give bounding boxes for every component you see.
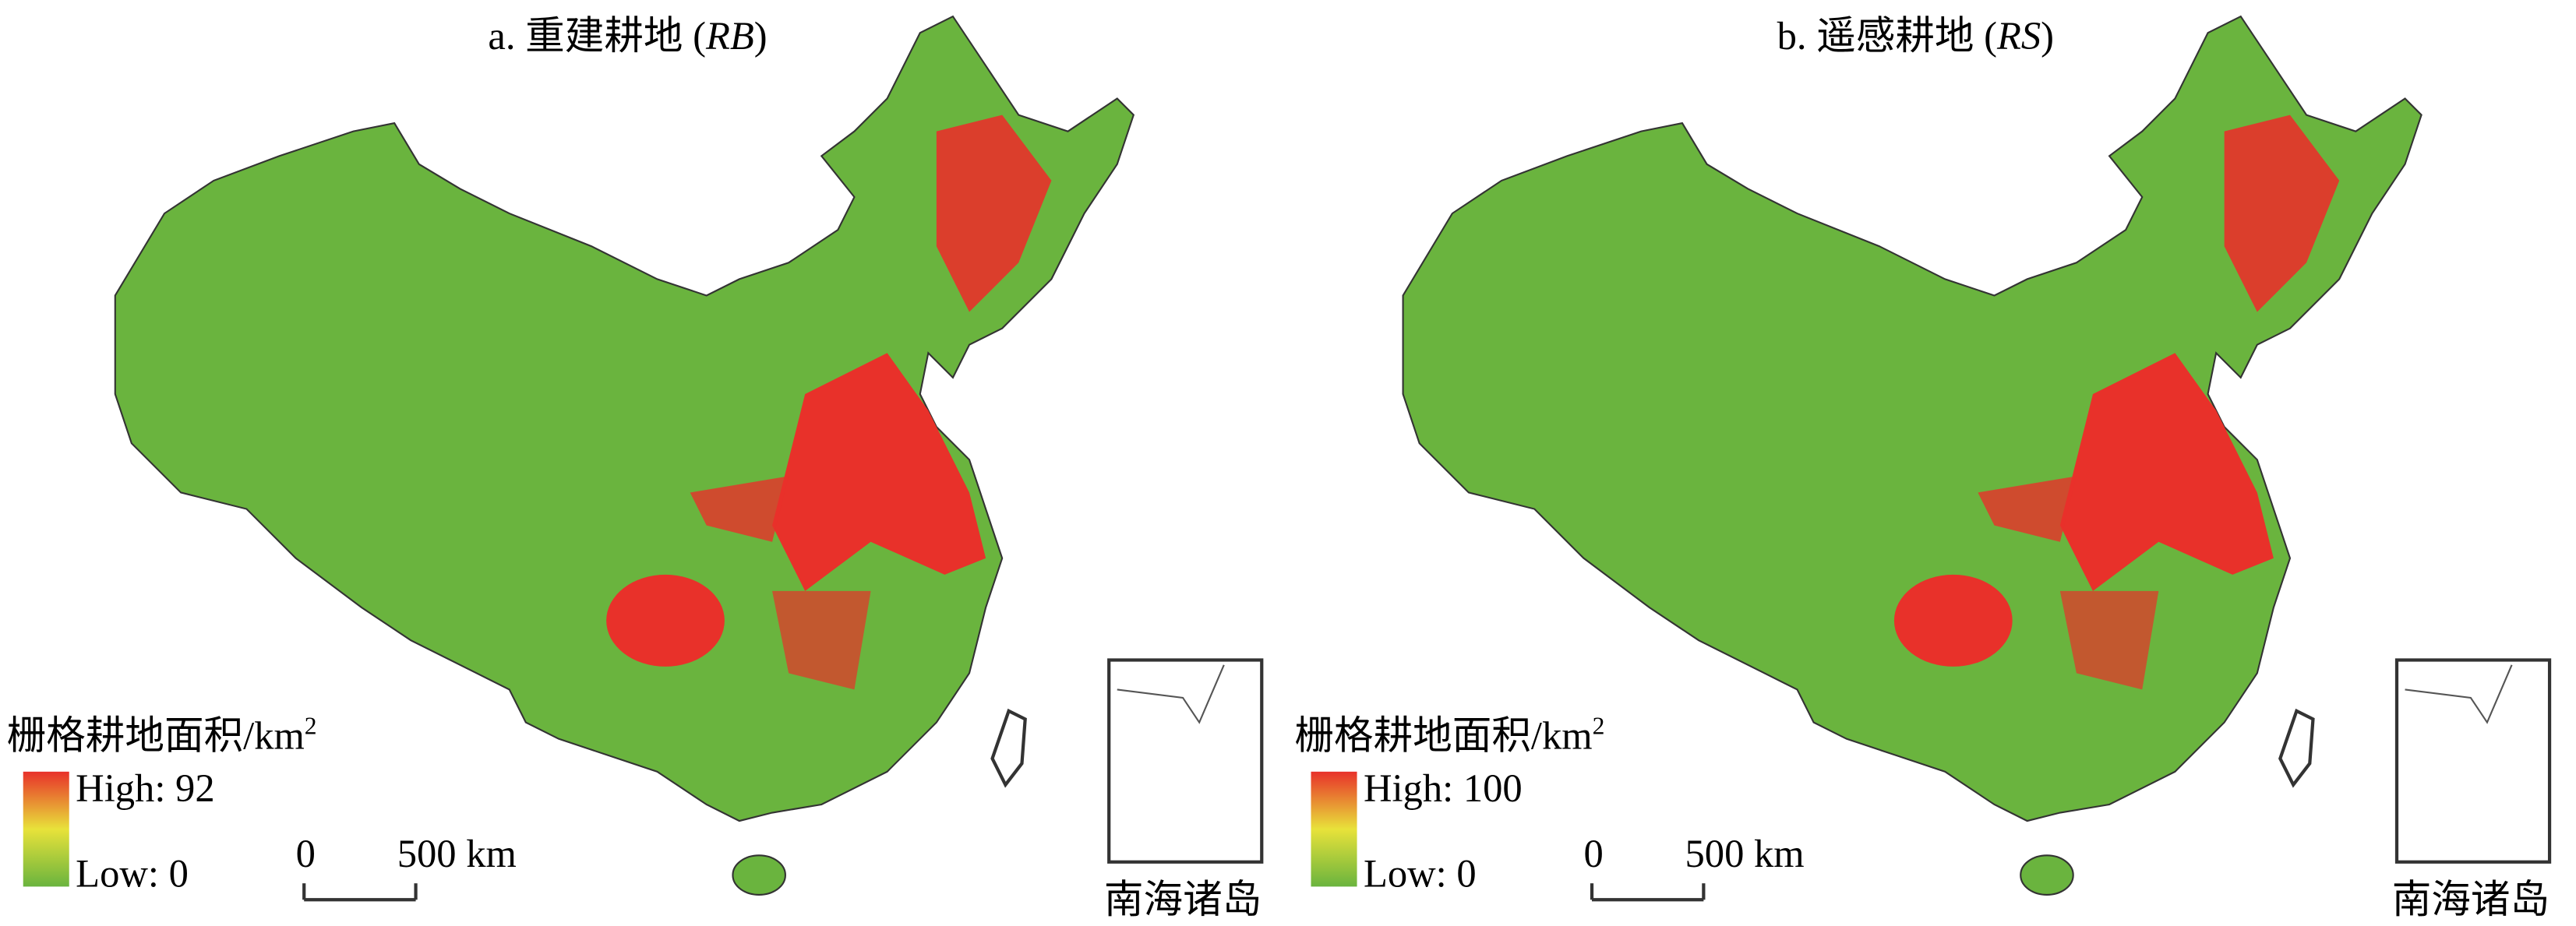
legend-low: Low: 0 — [1364, 851, 1477, 895]
title-suffix: ) — [2041, 14, 2054, 58]
legend-high: High: 100 — [1364, 766, 1523, 810]
map-panel: a. 重建耕地 (RB) 栅格耕地面积/km2 High: 92 Low: 0 0 500… — [7, 14, 1262, 921]
scale-start: 0 — [1583, 832, 1603, 875]
legend-title-main: 栅格耕地面积/km — [7, 713, 305, 757]
inset-label: 南海诸岛 — [2392, 878, 2550, 921]
legend-title-sup: 2 — [1593, 712, 1605, 739]
scale-end: 500 km — [1685, 832, 1804, 875]
title-suffix: ) — [754, 14, 768, 58]
title-abbr: RB — [705, 14, 754, 58]
panel-title: b. 遥感耕地 (RS) — [1777, 14, 2054, 58]
legend-title: 栅格耕地面积/km2 — [7, 712, 317, 757]
legend-title: 栅格耕地面积/km2 — [1294, 712, 1604, 757]
title-prefix: a. 重建耕地 ( — [488, 14, 706, 58]
legend-title-main: 栅格耕地面积/km — [1294, 713, 1592, 757]
scale-end: 500 km — [397, 832, 517, 875]
title-abbr: RS — [1996, 14, 2041, 58]
scale-start: 0 — [296, 832, 316, 875]
inset-label: 南海诸岛 — [1104, 878, 1262, 921]
panel-title: a. 重建耕地 (RB) — [488, 14, 767, 58]
legend-high: High: 92 — [76, 766, 214, 810]
legend-low: Low: 0 — [76, 851, 189, 895]
title-prefix: b. 遥感耕地 ( — [1777, 14, 1997, 58]
legend-title-sup: 2 — [305, 712, 317, 739]
map-panel: b. 遥感耕地 (RS) 栅格耕地面积/km2 High: 100 Low: 0 0 50… — [1294, 14, 2550, 921]
